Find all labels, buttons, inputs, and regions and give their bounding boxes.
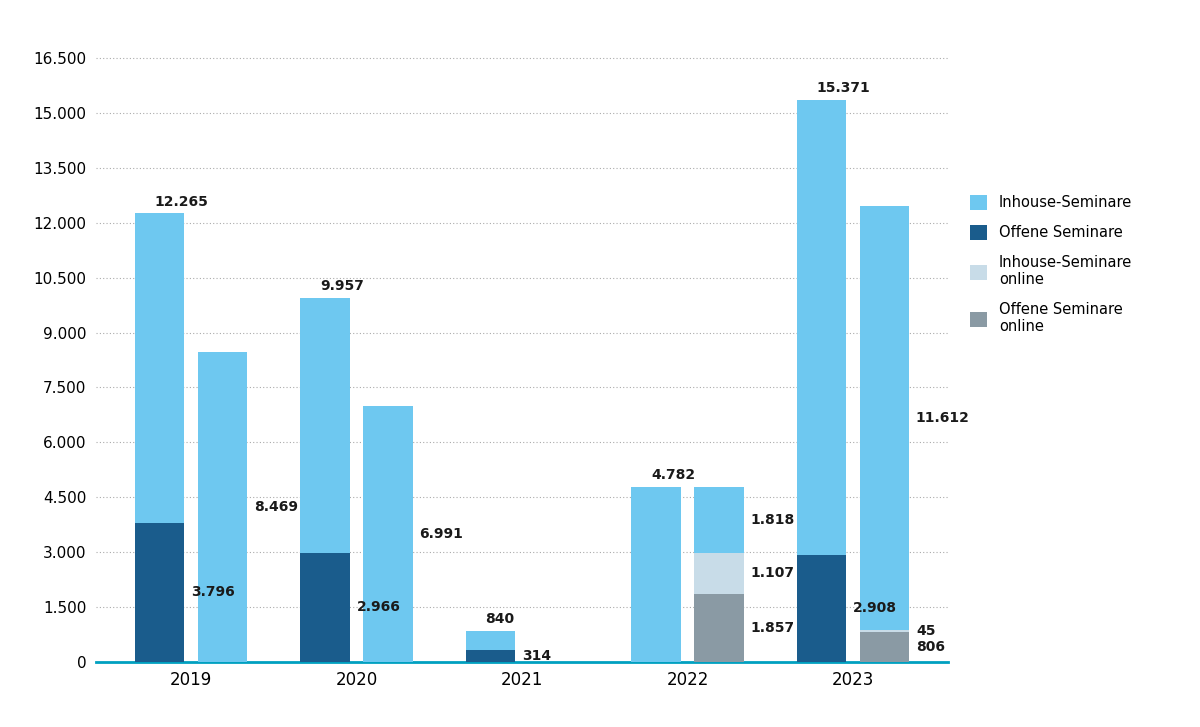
Text: 8.469: 8.469	[254, 499, 298, 514]
Legend: Inhouse-Seminare, Offene Seminare, Inhouse-Seminare
online, Offene Seminare
onli: Inhouse-Seminare, Offene Seminare, Inhou…	[964, 189, 1138, 340]
Bar	[694, 553, 744, 594]
Text: 11.612: 11.612	[916, 411, 970, 425]
Bar	[797, 555, 846, 662]
Bar	[694, 487, 744, 553]
Text: 3.796: 3.796	[191, 585, 235, 599]
Bar	[859, 206, 910, 630]
Bar	[364, 406, 413, 662]
Text: 314: 314	[522, 648, 551, 663]
Text: 15.371: 15.371	[816, 81, 870, 95]
Text: 45: 45	[916, 624, 935, 638]
Bar	[631, 487, 680, 662]
Text: 2.966: 2.966	[356, 601, 401, 614]
Text: 1.857: 1.857	[750, 621, 794, 635]
Bar	[466, 631, 515, 650]
Text: 1.818: 1.818	[750, 513, 794, 527]
Bar	[797, 100, 846, 555]
Text: 12.265: 12.265	[155, 195, 209, 209]
Bar	[300, 553, 350, 662]
Text: 4.782: 4.782	[652, 468, 695, 482]
Text: 2.908: 2.908	[853, 601, 898, 616]
Bar	[859, 632, 910, 662]
Text: 1.107: 1.107	[750, 566, 794, 580]
Bar	[134, 213, 185, 523]
Text: 6.991: 6.991	[419, 527, 463, 541]
Text: 840: 840	[486, 612, 515, 627]
Bar	[859, 630, 910, 632]
Text: 806: 806	[916, 640, 944, 654]
Text: 9.957: 9.957	[320, 279, 364, 293]
Bar	[466, 650, 515, 662]
Bar	[134, 523, 185, 662]
Bar	[694, 594, 744, 662]
Bar	[198, 352, 247, 662]
Bar	[300, 297, 350, 553]
